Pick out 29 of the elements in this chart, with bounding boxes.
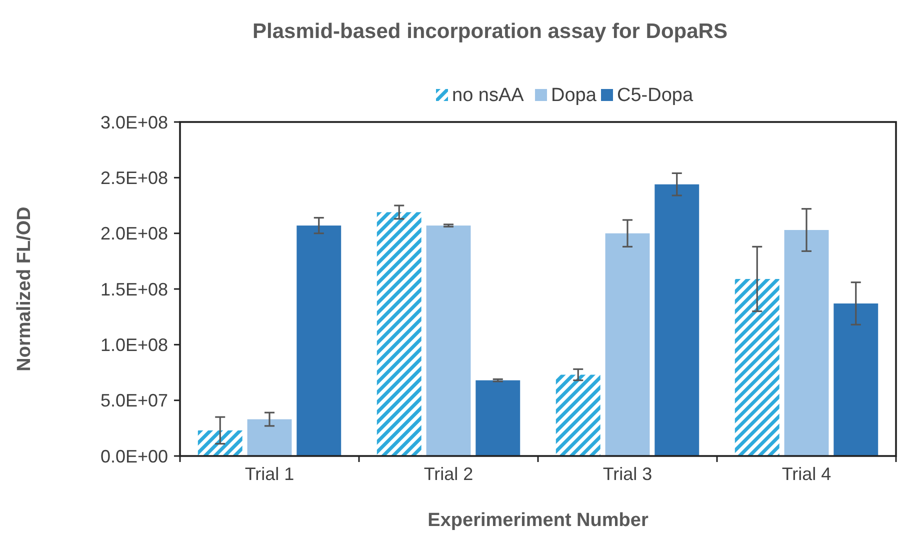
x-tick-label: Trial 4 <box>782 464 832 484</box>
bar <box>296 226 342 456</box>
bar <box>734 278 780 456</box>
y-tick-label: 1.5E+08 <box>100 279 168 300</box>
y-tick-label: 0.0E+00 <box>100 446 168 466</box>
bar <box>834 303 878 456</box>
bar <box>426 226 471 456</box>
bar <box>247 419 292 456</box>
y-tick-label: 3.0E+08 <box>100 112 168 132</box>
y-tick-label: 5.0E+07 <box>100 390 168 411</box>
x-axis-title: Experimeriment Number <box>428 510 649 531</box>
y-tick-label: 2.0E+08 <box>100 224 168 244</box>
bar <box>376 212 422 456</box>
legend-label: Dopa <box>551 85 597 106</box>
y-axis-title: Normalized FL/OD <box>14 206 35 372</box>
bar <box>784 230 829 456</box>
x-tick-label: Trial 1 <box>244 464 294 484</box>
bar <box>654 184 700 456</box>
x-tick-label: Trial 3 <box>602 464 652 484</box>
bar <box>476 380 520 456</box>
x-tick-label: Trial 2 <box>424 464 474 484</box>
bar <box>198 430 242 456</box>
bar <box>556 374 600 456</box>
y-tick-label: 1.0E+08 <box>100 334 168 355</box>
y-tick-label: 2.5E+08 <box>100 168 168 188</box>
chart-title: Plasmid-based incorporation assay for DopaRS <box>252 20 728 43</box>
legend-label: C5-Dopa <box>617 85 694 106</box>
bar <box>605 233 650 456</box>
legend-label: no nsAA <box>452 85 524 106</box>
